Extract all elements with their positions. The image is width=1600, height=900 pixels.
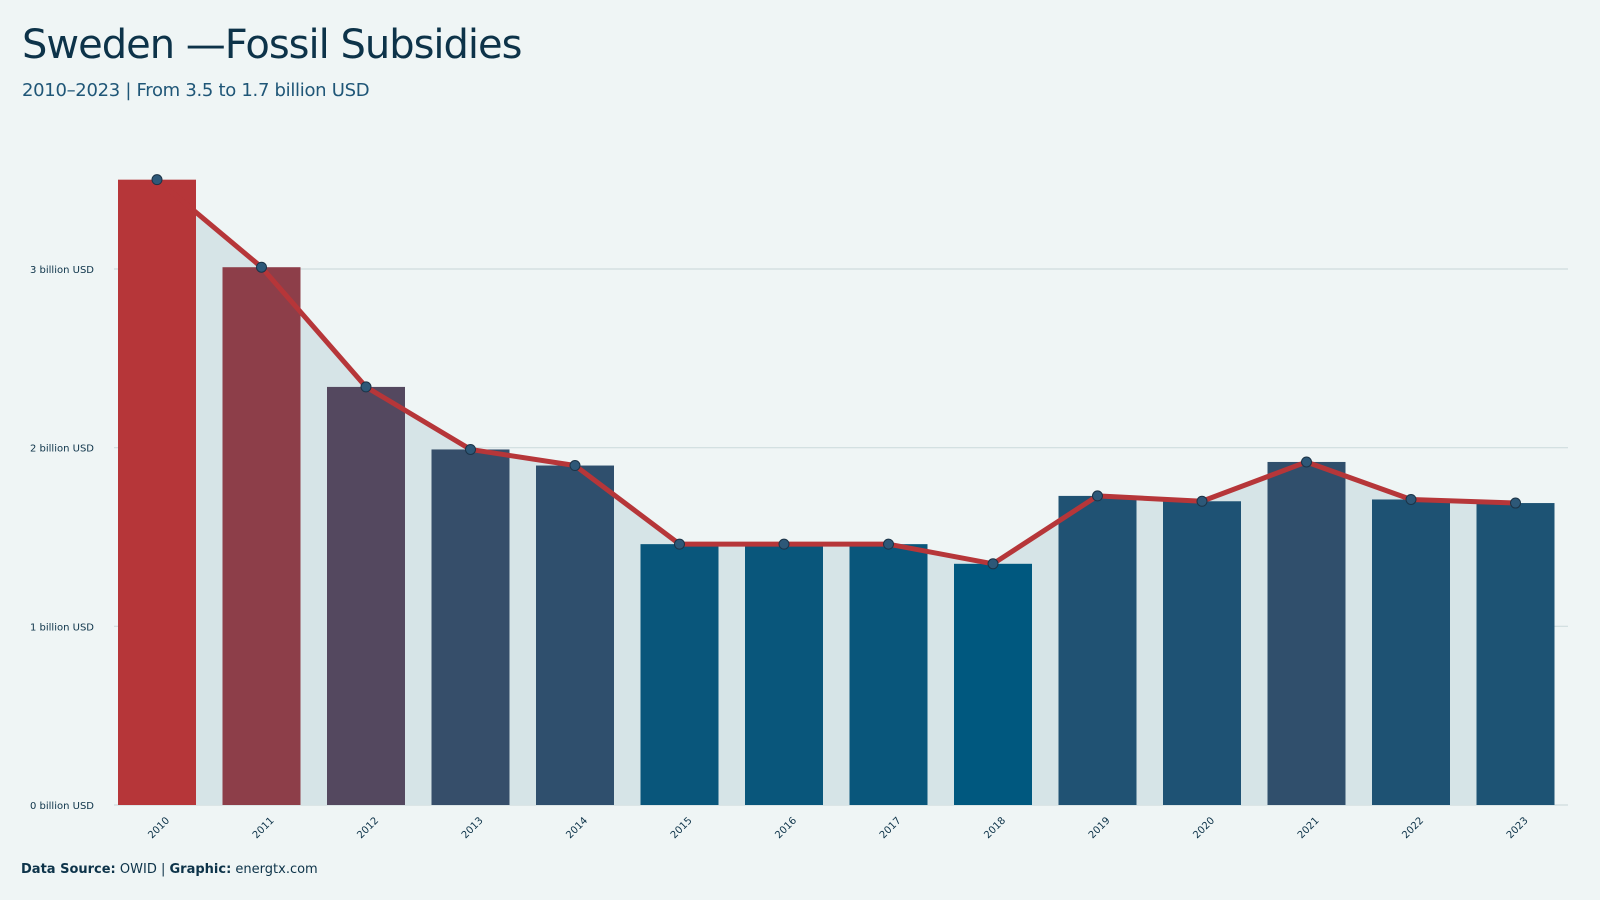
graphic-label: Graphic:: [169, 862, 232, 877]
bar-2012: [327, 386, 405, 805]
x-tick-label-2010: 2010: [146, 815, 172, 841]
point-2020: [1196, 495, 1208, 507]
bar-2023: [1476, 503, 1555, 805]
bar-2010: [118, 179, 196, 805]
bar-2018: [954, 563, 1032, 805]
chart-footer: Data Source: OWID | Graphic: energtx.com: [21, 862, 318, 877]
y-tick-label-2: 2 billion USD: [30, 444, 94, 455]
point-2013: [465, 443, 476, 455]
x-tick-label-2011: 2011: [251, 815, 277, 841]
point-2016: [778, 538, 790, 550]
bar-2019: [1058, 495, 1137, 805]
x-tick-label-2014: 2014: [564, 815, 590, 841]
x-tick-label-2022: 2022: [1400, 815, 1426, 841]
point-2018: [987, 558, 999, 570]
x-tick-label-2021: 2021: [1296, 815, 1322, 841]
bar-2013: [431, 449, 510, 805]
point-2023: [1510, 497, 1521, 509]
x-tick-label-2023: 2023: [1505, 815, 1531, 841]
bar-2015: [640, 544, 719, 805]
chart-title: Sweden —Fossil Subsidies: [22, 22, 522, 68]
bar-2022: [1372, 499, 1450, 805]
x-tick-label-2017: 2017: [878, 815, 904, 841]
source-value: OWID: [119, 862, 157, 877]
y-tick-label-3: 3 billion USD: [30, 265, 94, 276]
bar-2021: [1267, 461, 1346, 805]
y-tick-label-1: 1 billion USD: [30, 622, 94, 633]
source-label: Data Source:: [21, 862, 116, 877]
x-tick-label-2018: 2018: [982, 815, 1008, 841]
bar-2011: [222, 267, 301, 805]
x-tick-label-2013: 2013: [460, 815, 486, 841]
x-tick-label-2016: 2016: [773, 815, 799, 841]
point-2022: [1405, 493, 1417, 505]
bar-2014: [536, 465, 614, 805]
point-2014: [569, 460, 581, 472]
footer-separator: |: [156, 862, 170, 877]
point-2021: [1301, 456, 1312, 468]
bar-2016: [745, 544, 823, 805]
subsidy-line: [154, 177, 1518, 567]
point-2012: [360, 381, 372, 393]
chart-subtitle: 2010–2023 | From 3.5 to 1.7 billion USD: [22, 80, 370, 101]
y-tick-label-0: 0 billion USD: [30, 801, 94, 812]
point-2015: [674, 538, 685, 550]
point-2011: [256, 261, 267, 273]
graphic-value: energtx.com: [235, 862, 318, 877]
x-tick-label-2012: 2012: [355, 815, 381, 841]
point-2019: [1092, 490, 1103, 502]
x-tick-label-2015: 2015: [669, 815, 695, 841]
bar-2020: [1163, 501, 1241, 805]
x-tick-label-2019: 2019: [1087, 815, 1113, 841]
point-2010: [151, 174, 163, 186]
bar-2017: [849, 544, 928, 805]
point-2017: [883, 538, 894, 550]
x-tick-label-2020: 2020: [1191, 815, 1217, 841]
